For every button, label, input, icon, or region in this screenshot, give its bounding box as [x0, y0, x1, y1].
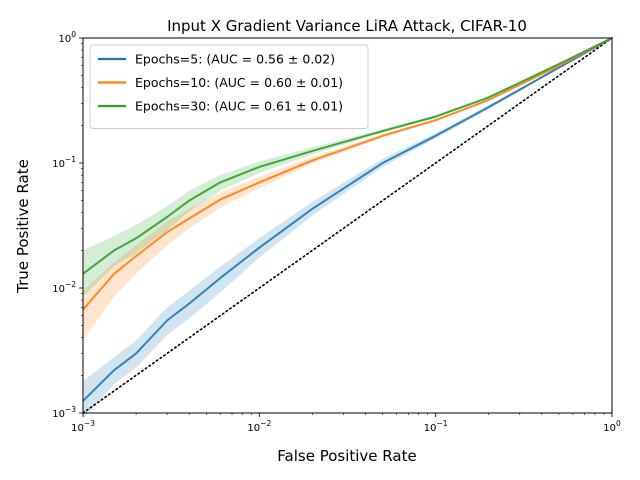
y-axis-ticks: 10−3 10−2 10−1 100 — [52, 30, 83, 420]
plot-frame — [82, 37, 613, 414]
y-tick-label: 10−3 — [52, 405, 76, 420]
legend-label-2: Epochs=10: (AUC = 0.60 ± 0.01) — [135, 75, 343, 90]
series-lines — [82, 37, 613, 414]
y-axis-label: True Positive Rate — [14, 159, 32, 294]
legend-label-3: Epochs=30: (AUC = 0.61 ± 0.01) — [135, 99, 343, 114]
legend-label-1: Epochs=5: (AUC = 0.56 ± 0.02) — [135, 52, 335, 67]
chart-title: Input X Gradient Variance LiRA Attack, C… — [167, 17, 527, 35]
y-tick-label: 10−1 — [52, 155, 76, 170]
legend-box — [89, 44, 369, 129]
x-axis-label: False Positive Rate — [277, 447, 416, 465]
x-tick-label: 10−2 — [247, 419, 271, 434]
y-tick-label: 100 — [58, 30, 76, 45]
x-tick-label: 100 — [603, 419, 621, 434]
legend: Epochs=5: (AUC = 0.56 ± 0.02) Epochs=10: … — [89, 44, 369, 129]
random-guess-diagonal — [82, 37, 613, 414]
series-line-2 — [82, 37, 613, 311]
y-tick-label: 10−2 — [52, 280, 76, 295]
x-tick-label: 10−1 — [424, 419, 448, 434]
series-line-3 — [82, 37, 613, 275]
series-line-1 — [82, 37, 613, 402]
x-axis-ticks: 10−3 10−2 10−1 100 — [71, 413, 621, 434]
x-tick-label: 10−3 — [71, 419, 95, 434]
